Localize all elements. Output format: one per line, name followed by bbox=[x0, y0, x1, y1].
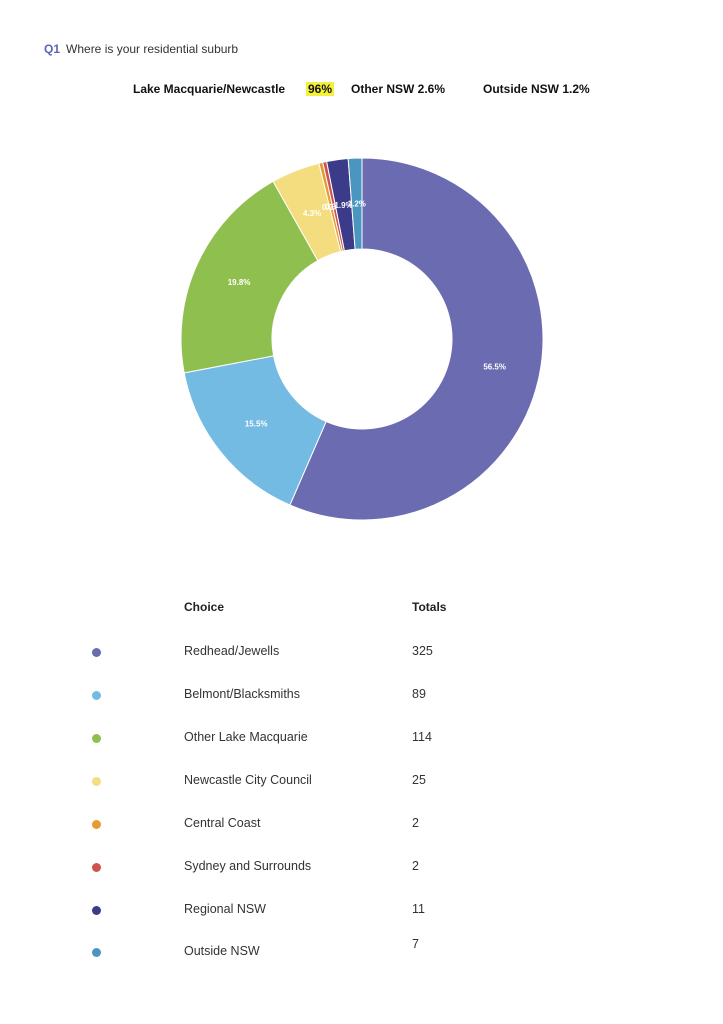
slice-redhead-jewells[interactable] bbox=[289, 157, 544, 521]
table-row: Regional NSW 11 bbox=[0, 902, 723, 922]
question-heading: Q1 Where is your residential suburb bbox=[44, 42, 238, 56]
slice-label: 1.9% bbox=[334, 201, 352, 210]
total-value: 89 bbox=[412, 687, 426, 701]
legend-dot bbox=[92, 906, 101, 915]
choice-label: Redhead/Jewells bbox=[184, 644, 280, 658]
slice-label: 0.3% bbox=[322, 203, 340, 212]
legend-dot bbox=[92, 948, 101, 957]
legend-dot bbox=[92, 691, 101, 700]
total-value: 11 bbox=[412, 902, 425, 916]
summary-other-nsw: Other NSW 2.6% bbox=[351, 82, 446, 96]
total-value: 114 bbox=[412, 730, 432, 744]
choice-label: Other Lake Macquarie bbox=[184, 730, 308, 744]
table-row: Newcastle City Council 25 bbox=[0, 773, 723, 793]
summary-outside-nsw: Outside NSW 1.2% bbox=[483, 82, 590, 96]
question-number: Q1 bbox=[44, 42, 61, 56]
choice-label: Belmont/Blacksmiths bbox=[184, 687, 301, 701]
total-value: 25 bbox=[412, 773, 426, 787]
legend-dot bbox=[92, 777, 101, 786]
total-value: 7 bbox=[412, 937, 419, 951]
choice-label: Newcastle City Council bbox=[184, 773, 312, 787]
slice-label: 15.5% bbox=[245, 420, 268, 429]
table-row: Redhead/Jewells 325 bbox=[0, 644, 723, 664]
table-row: Belmont/Blacksmiths 89 bbox=[0, 687, 723, 707]
legend-dot bbox=[92, 820, 101, 829]
slice-label: 4.3% bbox=[303, 209, 321, 218]
total-value: 325 bbox=[412, 644, 433, 658]
table-row: Sydney and Surrounds 2 bbox=[0, 859, 723, 879]
choice-label: Outside NSW bbox=[184, 944, 260, 958]
choice-label: Regional NSW bbox=[184, 902, 266, 916]
table-row: Outside NSW 7 bbox=[0, 937, 723, 958]
slice-outside-nsw[interactable] bbox=[347, 157, 363, 250]
slice-label: 19.8% bbox=[228, 278, 251, 287]
summary-lake-label: Lake Macquarie/Newcastle bbox=[133, 82, 286, 96]
total-value: 2 bbox=[412, 859, 419, 873]
table-row: Other Lake Macquarie 114 bbox=[0, 730, 723, 750]
header-totals: Totals bbox=[412, 600, 447, 614]
question-text: Where is your residential suburb bbox=[66, 42, 239, 56]
legend-dot bbox=[92, 734, 101, 743]
total-value: 2 bbox=[412, 816, 419, 830]
legend-dot bbox=[92, 648, 101, 657]
choice-label: Sydney and Surrounds bbox=[184, 859, 312, 873]
donut-chart: 56.5%15.5%19.8%4.3%0.3%0.3%1.9%1.2% bbox=[180, 157, 544, 521]
choice-label: Central Coast bbox=[184, 816, 261, 830]
slice-label: 1.2% bbox=[348, 200, 366, 209]
summary-lake-percent: 96% bbox=[306, 82, 335, 96]
slice-other-lake-macquarie[interactable] bbox=[180, 180, 319, 374]
legend-dot bbox=[92, 863, 101, 872]
slice-label: 56.5% bbox=[483, 363, 506, 372]
table-row: Central Coast 2 bbox=[0, 816, 723, 836]
header-choice: Choice bbox=[184, 600, 225, 614]
slice-label: 0.3% bbox=[325, 202, 343, 211]
